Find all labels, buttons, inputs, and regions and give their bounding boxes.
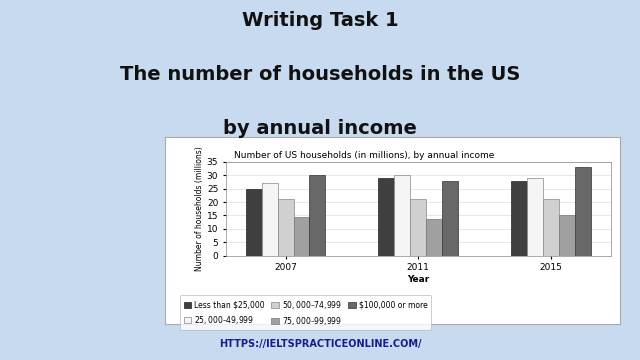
Y-axis label: Number of households (millions): Number of households (millions) bbox=[195, 147, 204, 271]
Bar bbox=[511, 181, 527, 256]
Bar bbox=[410, 199, 426, 256]
Bar bbox=[559, 216, 575, 256]
Text: HTTPS://IELTSPRACTICEONLINE.COM/: HTTPS://IELTSPRACTICEONLINE.COM/ bbox=[219, 339, 421, 349]
Text: Number of US households (in millions), by annual income: Number of US households (in millions), b… bbox=[234, 151, 494, 160]
Bar bbox=[246, 189, 262, 256]
Bar bbox=[426, 220, 442, 256]
Bar bbox=[575, 167, 591, 256]
Bar bbox=[310, 175, 325, 256]
Text: The number of households in the US: The number of households in the US bbox=[120, 65, 520, 84]
Bar bbox=[527, 178, 543, 256]
Bar bbox=[294, 217, 310, 256]
Bar bbox=[278, 199, 294, 256]
Bar bbox=[378, 178, 394, 256]
Legend: Less than $25,000, $25,000–$49,999, $50,000–$74,999, $75,000–$99,999, $100,000 o: Less than $25,000, $25,000–$49,999, $50,… bbox=[180, 295, 431, 330]
Bar bbox=[262, 183, 278, 256]
Bar bbox=[394, 175, 410, 256]
Bar bbox=[543, 199, 559, 256]
Bar bbox=[442, 181, 458, 256]
X-axis label: Year: Year bbox=[407, 275, 429, 284]
Text: by annual income: by annual income bbox=[223, 119, 417, 138]
Text: Writing Task 1: Writing Task 1 bbox=[242, 11, 398, 30]
